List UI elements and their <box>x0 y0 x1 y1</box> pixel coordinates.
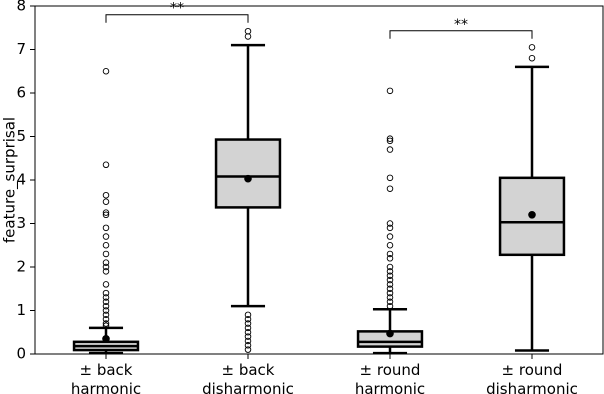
outlier <box>386 276 394 284</box>
outlier <box>102 302 110 310</box>
y-tick-label: 2 <box>16 258 26 276</box>
outlier <box>102 198 110 205</box>
significance-bracket <box>105 14 249 23</box>
x-tick-label: ± round harmonic <box>355 361 425 394</box>
outlier <box>386 241 394 249</box>
mean <box>386 329 394 338</box>
outlier <box>244 333 252 340</box>
x-tick-label: ± back harmonic <box>71 361 141 394</box>
significance-label: ** <box>454 17 468 33</box>
outlier <box>386 289 394 297</box>
outlier <box>386 285 394 293</box>
outlier <box>244 337 252 345</box>
outlier <box>102 311 110 319</box>
outlier <box>102 211 110 219</box>
outlier <box>386 250 394 258</box>
significance-label: ** <box>170 1 184 17</box>
outlier <box>386 135 394 142</box>
y-tick-label: 8 <box>16 0 26 15</box>
outlier <box>386 298 394 306</box>
box <box>214 138 282 209</box>
outlier <box>386 263 394 271</box>
outlier <box>244 324 252 332</box>
outlier <box>102 322 110 329</box>
outlier <box>386 294 394 301</box>
outlier <box>102 224 110 232</box>
outlier <box>386 146 394 153</box>
outlier <box>102 263 110 271</box>
outlier <box>386 224 394 232</box>
outlier <box>244 315 252 323</box>
outlier <box>244 320 252 327</box>
outlier <box>244 27 252 35</box>
y-tick-label: 5 <box>16 127 26 145</box>
mean <box>528 211 536 219</box>
outlier <box>386 185 394 192</box>
y-tick-label: 4 <box>16 171 26 189</box>
y-tick-label: 1 <box>16 301 26 319</box>
outlier <box>102 209 110 216</box>
outlier <box>244 329 252 336</box>
y-tick-label: 0 <box>16 345 26 363</box>
plot-frame <box>34 5 604 355</box>
outlier <box>102 294 110 301</box>
y-tick-label: 6 <box>16 84 26 102</box>
outlier <box>386 87 394 95</box>
outlier <box>528 44 536 51</box>
mean <box>244 174 252 183</box>
outlier <box>528 54 536 62</box>
outlier <box>102 268 110 275</box>
outlier <box>386 302 394 310</box>
significance-bracket <box>389 30 533 39</box>
outlier <box>102 307 110 314</box>
y-tick-label: 3 <box>16 214 26 232</box>
outlier <box>386 255 394 262</box>
y-tick-label: 7 <box>16 40 26 58</box>
x-tick-label: ± back disharmonic <box>202 361 294 394</box>
outlier <box>386 233 394 240</box>
outlier <box>102 241 110 249</box>
x-tick-label: ± round disharmonic <box>486 361 578 394</box>
outlier <box>244 342 252 349</box>
outlier <box>102 233 110 240</box>
outlier <box>386 281 394 288</box>
outlier <box>386 268 394 275</box>
outlier <box>386 272 394 279</box>
y-axis-label: feature_surprisal <box>1 117 20 243</box>
outlier <box>102 298 110 306</box>
outlier <box>102 281 110 288</box>
outlier <box>244 33 252 40</box>
outlier <box>102 320 110 327</box>
outlier <box>386 220 394 227</box>
outlier <box>102 191 110 199</box>
outlier <box>102 250 110 258</box>
mean <box>102 334 110 343</box>
outlier <box>244 311 252 319</box>
outlier <box>244 346 252 353</box>
outlier <box>102 67 110 75</box>
outlier <box>102 161 110 169</box>
outlier <box>102 315 110 323</box>
outlier <box>102 289 110 297</box>
outlier <box>386 137 394 145</box>
outlier <box>386 174 394 182</box>
outlier <box>102 259 110 266</box>
